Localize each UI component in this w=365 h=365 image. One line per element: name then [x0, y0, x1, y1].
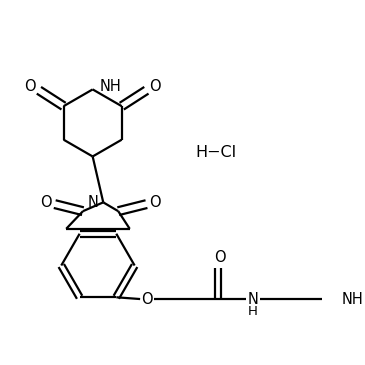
Text: O: O — [214, 250, 225, 265]
Text: N: N — [87, 195, 98, 210]
Text: O: O — [40, 195, 52, 210]
Text: O: O — [149, 79, 161, 94]
Text: N: N — [247, 292, 258, 307]
Text: $_2$: $_2$ — [364, 298, 365, 311]
Text: NH: NH — [341, 292, 363, 307]
Text: NH: NH — [100, 79, 122, 94]
Text: H: H — [248, 305, 258, 318]
Text: O: O — [141, 292, 153, 307]
Text: H−Cl: H−Cl — [196, 145, 237, 160]
Text: O: O — [150, 195, 161, 210]
Text: O: O — [24, 79, 36, 94]
